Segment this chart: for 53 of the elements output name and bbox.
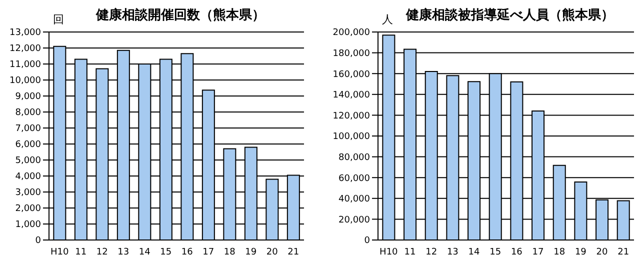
x-tick-label: 16 [510, 247, 523, 258]
x-tick-label: 17 [532, 247, 544, 258]
y-axis-title: 人 [382, 12, 393, 27]
y-tick-label: 120,000 [332, 111, 370, 122]
x-tick-label: 18 [224, 247, 236, 258]
y-tick-label: 0 [364, 236, 370, 246]
y-tick-label: 1,000 [15, 220, 42, 230]
y-tick-label: 3,000 [15, 188, 42, 198]
x-tick-label: 12 [426, 247, 438, 258]
y-tick-label: 100,000 [332, 132, 370, 142]
y-tick-label: 60,000 [338, 174, 370, 184]
x-tick-label: 11 [404, 247, 416, 258]
y-tick-label: 10,000 [10, 76, 42, 86]
x-tick-label: 19 [574, 247, 587, 258]
y-tick-label: 13,000 [10, 28, 42, 38]
y-tick-label: 160,000 [332, 70, 370, 80]
x-tick-label: 15 [160, 247, 172, 258]
y-tick-label: 200,000 [332, 28, 370, 38]
x-tick-label: 20 [596, 247, 608, 258]
y-tick-label: 140,000 [332, 90, 370, 101]
x-tick-label: 21 [618, 247, 630, 258]
x-tick-label: 13 [118, 247, 130, 258]
x-tick-label: 14 [468, 247, 480, 258]
x-tick-label: 16 [181, 247, 194, 258]
y-tick-label: 0 [35, 236, 42, 246]
x-tick-label: 19 [245, 247, 257, 258]
x-tick-label: 18 [554, 247, 566, 258]
y-axis-title: 回 [53, 12, 64, 27]
x-tick-label: 12 [96, 247, 108, 258]
x-tick-label: H10 [380, 247, 398, 258]
y-tick-label: 12,000 [10, 44, 42, 54]
y-tick-label: 2,000 [15, 204, 42, 214]
x-tick-label: 17 [202, 247, 214, 258]
x-tick-label: 13 [446, 247, 458, 258]
y-tick-label: 9,000 [15, 92, 42, 102]
y-tick-label: 6,000 [15, 140, 42, 150]
y-tick-label: 4,000 [15, 172, 42, 182]
x-tick-label: 15 [490, 247, 502, 258]
y-tick-label: 80,000 [338, 152, 370, 163]
x-tick-label: 14 [138, 247, 151, 258]
x-tick-label: 21 [288, 247, 300, 258]
y-tick-label: 180,000 [332, 48, 370, 59]
chart-title: 健康相談開催回数（熊本県） [96, 8, 265, 23]
x-tick-label: 20 [266, 247, 278, 258]
x-tick-label: H10 [50, 247, 69, 258]
y-tick-label: 8,000 [15, 108, 42, 118]
y-tick-label: 7,000 [15, 124, 42, 134]
y-tick-label: 20,000 [338, 215, 370, 226]
chart-title: 健康相談被指導延べ人員（熊本県） [406, 8, 614, 23]
y-tick-label: 5,000 [15, 156, 42, 166]
y-tick-label: 40,000 [338, 194, 370, 205]
x-tick-label: 11 [75, 247, 87, 258]
y-tick-label: 11,000 [10, 60, 42, 70]
